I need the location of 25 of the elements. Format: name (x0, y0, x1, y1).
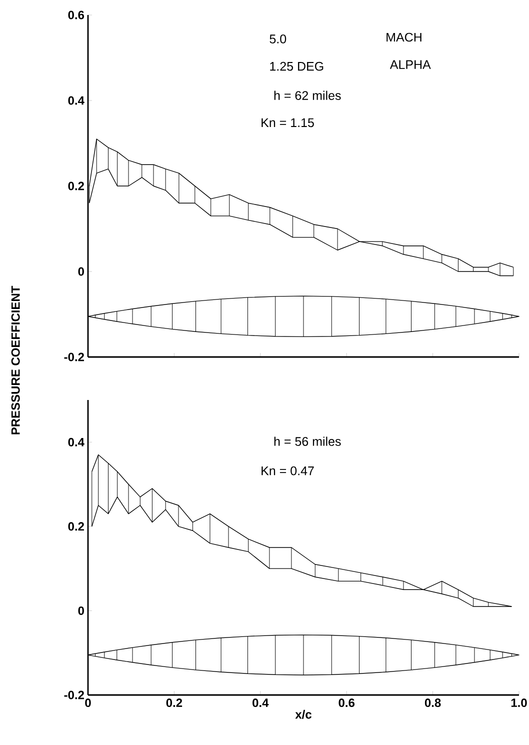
x-tick-label: 0.4 (252, 698, 269, 708)
y-tick-label: 0.2 (68, 182, 84, 190)
y-tick-label: 0.6 (68, 10, 84, 20)
annotation: 5.0 (270, 34, 286, 44)
y-tick-label: 0 (78, 606, 84, 615)
x-tick-label: 0.6 (338, 698, 355, 708)
y-tick-label: 0.4 (68, 96, 84, 105)
x-tick-label: 1.0 (511, 698, 527, 708)
x-axis-title: x/c (295, 710, 312, 719)
annotation: ALPHA (390, 60, 431, 69)
y-tick-label: 0.4 (68, 438, 84, 446)
y-tick-label: 0.2 (68, 522, 84, 531)
x-tick-label: 0.2 (166, 698, 182, 708)
annotation: h = 56 miles (274, 436, 341, 446)
y-tick-label: -0.2 (64, 352, 84, 362)
annotation: Kn = 1.15 (262, 118, 314, 128)
y-tick-label: -0.2 (64, 690, 84, 700)
x-tick-label: 0 (85, 698, 91, 708)
annotation: MACH (386, 32, 422, 42)
x-tick-label: 0.8 (424, 698, 441, 708)
annotation: 1.25 DEG (270, 62, 324, 71)
y-axis-title: PRESSURE COEFFICIENT (11, 286, 20, 434)
y-tick-label: 0 (78, 267, 84, 276)
annotation: h = 62 miles (274, 90, 341, 100)
annotation: Kn = 0.47 (262, 466, 314, 476)
